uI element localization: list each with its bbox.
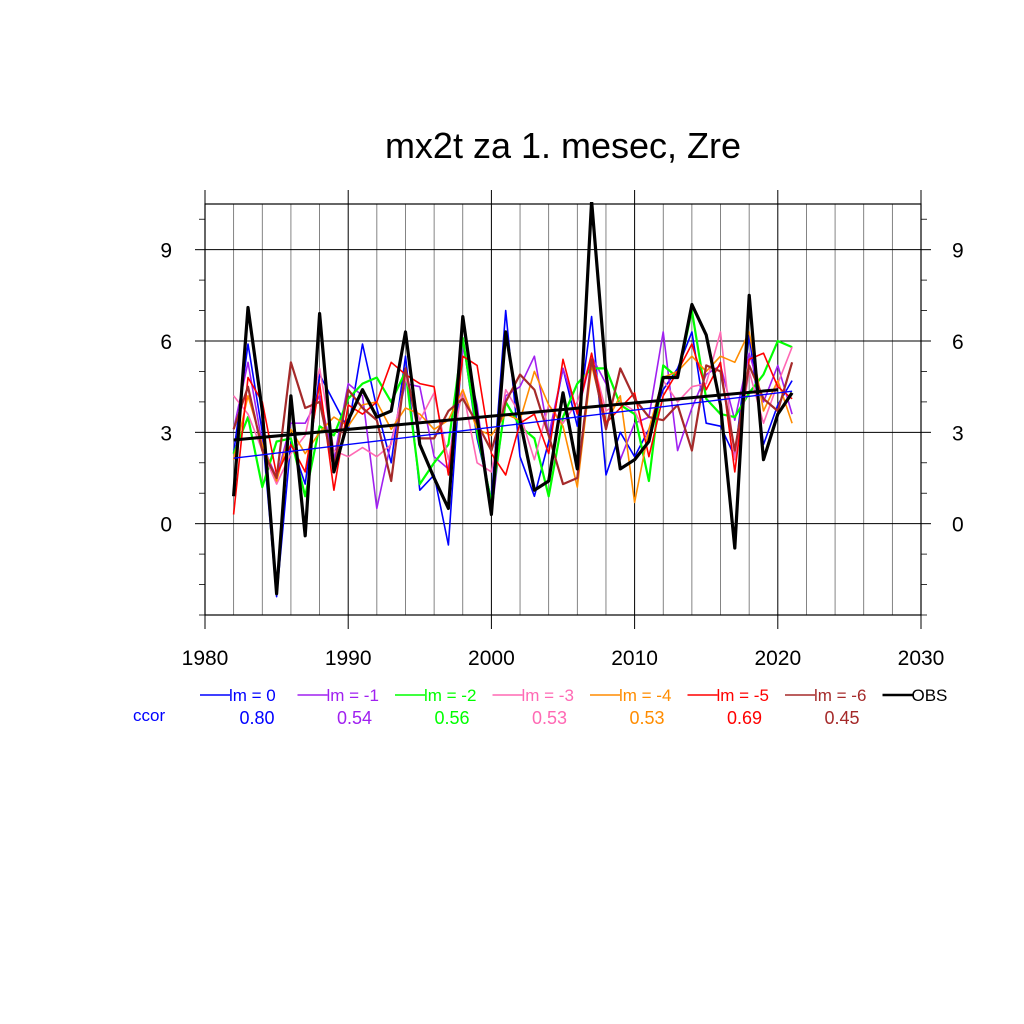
legend-label: lm = 0: [229, 686, 276, 705]
legend-label: lm = -3: [522, 686, 574, 705]
y-tick-label-left: 3: [160, 422, 172, 445]
x-tick-label: 1990: [325, 647, 372, 670]
series-line-lm-4: [232, 331, 793, 504]
x-tick-label: 2020: [754, 647, 801, 670]
trend-line-lm-0: [233, 390, 793, 459]
trend-line-obs: [233, 388, 778, 442]
ccor-value: 0.45: [824, 708, 859, 728]
plot-frame: [204, 203, 922, 616]
ccor-value: 0.54: [337, 708, 372, 728]
ccor-value: 0.69: [727, 708, 762, 728]
series-line-lm-1: [232, 331, 793, 516]
x-tick-label: 1980: [182, 647, 229, 670]
legend-label: lm = -6: [814, 686, 866, 705]
legend-label: lm = -4: [619, 686, 671, 705]
x-tick-label: 2010: [611, 647, 658, 670]
y-tick-label-left: 0: [160, 514, 172, 537]
ccor-value: 0.53: [532, 708, 567, 728]
x-tick-label: 2030: [898, 647, 945, 670]
x-tick-label: 2000: [468, 647, 515, 670]
y-tick-label-right: 6: [952, 331, 964, 354]
y-tick-label-right: 3: [952, 422, 964, 445]
y-tick-label-right: 9: [952, 240, 964, 263]
series-line-obs: [232, 202, 794, 596]
ccor-value: 0.56: [434, 708, 469, 728]
ccor-value: 0.80: [239, 708, 274, 728]
legend-label: OBS: [912, 686, 948, 705]
ccor-label: ccor: [133, 706, 165, 725]
ccor-value: 0.53: [629, 708, 664, 728]
plot-lines: [232, 202, 794, 598]
legend-label: lm = -2: [424, 686, 476, 705]
y-tick-label-right: 0: [952, 514, 964, 537]
legend: lm = 0 0.80 lm = -1 0.54 lm = -2 0.56 lm = -3 0…: [133, 686, 947, 728]
axes: 1980 1990 2000 2010 2020 2030 0 0 3 3 6 6 9 9: [160, 190, 964, 670]
series-line-lm-6: [232, 358, 794, 486]
legend-label: lm = -5: [717, 686, 769, 705]
y-tick-label-left: 9: [160, 240, 172, 263]
y-tick-label-left: 6: [160, 331, 172, 354]
chart-title: mx2t za 1. mesec, Zre: [385, 125, 741, 166]
legend-label: lm = -1: [327, 686, 379, 705]
